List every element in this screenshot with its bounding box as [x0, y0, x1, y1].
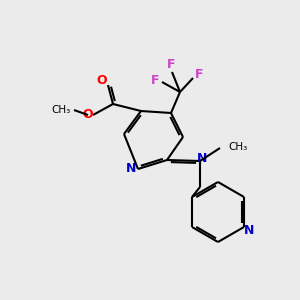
Text: F: F [195, 68, 203, 82]
Text: F: F [151, 74, 159, 86]
Text: N: N [126, 163, 136, 176]
Text: N: N [197, 152, 207, 164]
Text: CH₃: CH₃ [52, 105, 71, 115]
Text: CH₃: CH₃ [228, 142, 247, 152]
Text: N: N [244, 224, 254, 236]
Text: O: O [83, 107, 93, 121]
Text: F: F [167, 58, 175, 71]
Text: O: O [97, 74, 107, 86]
